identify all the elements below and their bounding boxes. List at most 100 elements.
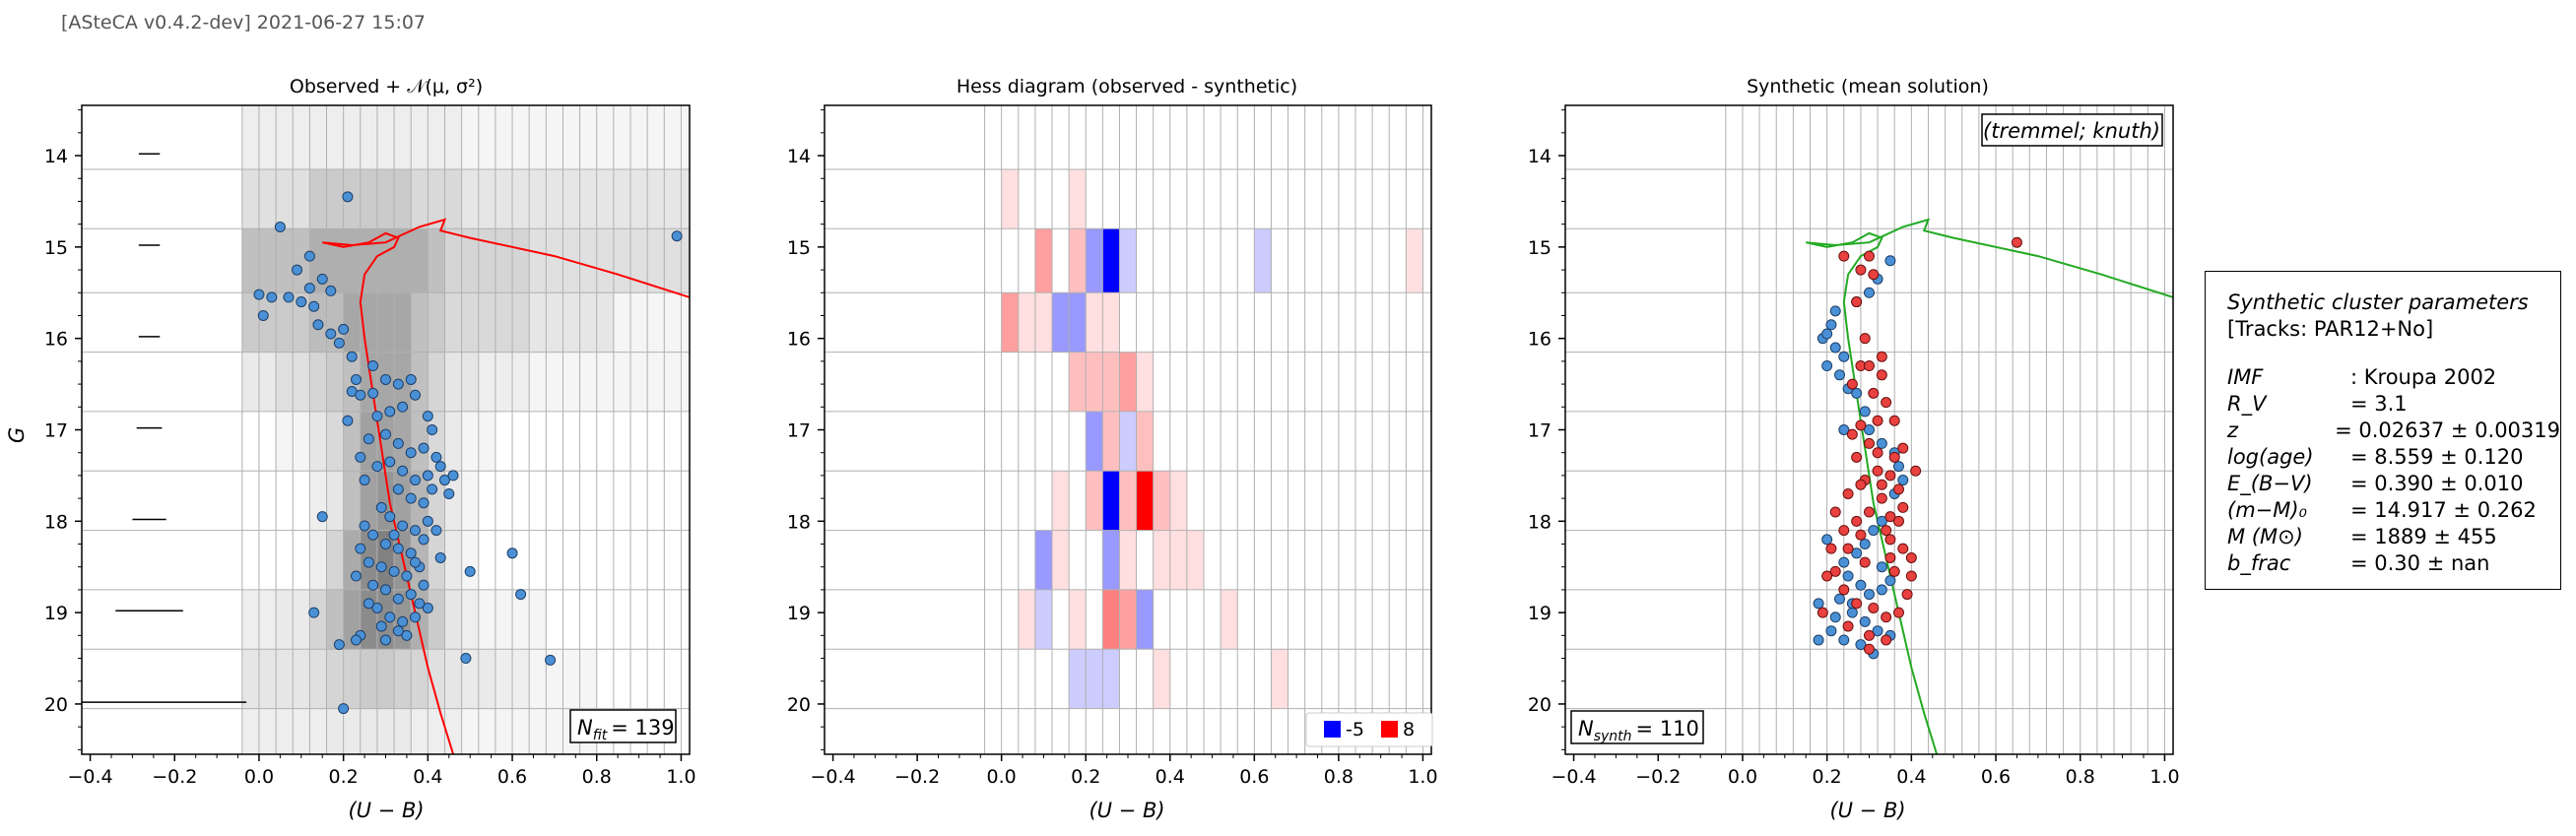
- density-cell: [309, 411, 327, 472]
- data-point: [1892, 607, 1904, 618]
- data-point: [1834, 593, 1846, 605]
- data-point: [1884, 551, 1896, 563]
- data-point: [422, 470, 433, 482]
- data-point: [363, 598, 374, 610]
- hess-cell: [1069, 589, 1087, 650]
- hess-cell: [1102, 589, 1120, 650]
- density-cell: [376, 649, 395, 709]
- data-point: [430, 451, 442, 463]
- data-point: [1821, 360, 1833, 372]
- data-point: [1829, 506, 1841, 518]
- x-tick-label: 0.0: [244, 766, 274, 788]
- data-point: [375, 561, 387, 573]
- density-cell: [444, 411, 462, 472]
- param-value: = 1889 ± 455: [2350, 525, 2497, 548]
- x-axis-label: (U − B): [1089, 799, 1164, 822]
- data-point: [1859, 406, 1871, 418]
- data-point: [1851, 296, 1863, 308]
- density-cell: [664, 168, 682, 229]
- density-cell: [461, 168, 479, 229]
- data-point: [1881, 634, 1892, 646]
- density-cell: [512, 352, 530, 412]
- data-point: [1872, 415, 1883, 426]
- data-point: [1851, 598, 1863, 610]
- data-point: [409, 611, 421, 623]
- density-cell: [664, 292, 682, 353]
- hess-cell: [1102, 530, 1120, 590]
- data-point: [1876, 561, 1887, 573]
- panel-observed: Observed + 𝒩(μ, σ²) −0.4 −0.2 0.0 0.2 0.4 0.6…: [5, 76, 696, 822]
- x-tick-label: −0.2: [894, 766, 940, 788]
- density-cell: [276, 292, 294, 353]
- data-point: [375, 620, 387, 632]
- data-point: [545, 654, 557, 666]
- hess-cell: [1136, 352, 1154, 412]
- data-point: [392, 437, 404, 449]
- data-point: [1868, 525, 1880, 537]
- density-cell: [360, 168, 377, 229]
- data-point: [325, 328, 337, 340]
- hess-cell: [1136, 411, 1154, 472]
- data-point: [418, 534, 429, 546]
- density-cell: [647, 228, 665, 293]
- density-cell: [258, 292, 277, 353]
- density-cell: [529, 708, 547, 754]
- data-point: [363, 433, 374, 445]
- param-value: = 0.30 ± nan: [2350, 551, 2490, 575]
- data-point: [1829, 305, 1841, 317]
- data-point: [1872, 447, 1883, 459]
- param-label: E_(B−V): [2227, 472, 2313, 495]
- density-cell: [461, 708, 479, 754]
- data-point: [1897, 442, 1909, 454]
- data-point: [316, 511, 328, 523]
- params-tracks: [Tracks: PAR12+No]: [2227, 317, 2434, 341]
- density-cell: [461, 530, 479, 590]
- density-cell: [478, 589, 495, 650]
- density-cell: [495, 228, 513, 293]
- plot-area: [82, 105, 690, 754]
- hess-cell: [1069, 292, 1087, 353]
- annotation-box: Nsynth = 110: [1570, 710, 1704, 744]
- density-cell: [579, 228, 597, 293]
- hess-cell: [1069, 649, 1087, 709]
- y-tick-label: 18: [1528, 511, 1552, 533]
- data-point: [1864, 360, 1875, 372]
- density-cell: [276, 105, 294, 169]
- density-cell: [326, 471, 344, 531]
- hess-cell: [1034, 589, 1052, 650]
- data-point: [405, 447, 417, 459]
- density-cell: [681, 292, 690, 353]
- density-cell: [596, 352, 614, 412]
- data-point: [409, 389, 421, 401]
- y-tick-label: 15: [44, 237, 68, 259]
- data-point: [506, 547, 518, 559]
- density-cell: [428, 708, 445, 754]
- y-tick-label: 20: [44, 694, 68, 716]
- data-point: [1855, 264, 1867, 276]
- param-row: IMF : Kroupa 2002: [2227, 364, 2560, 391]
- y-tick-label: 18: [787, 511, 811, 533]
- density-cell: [546, 228, 563, 293]
- density-cell: [461, 649, 479, 709]
- data-point: [392, 593, 404, 605]
- data-point: [447, 470, 459, 482]
- density-cell: [562, 292, 580, 353]
- hess-cell: [1102, 292, 1120, 353]
- data-point: [355, 389, 366, 401]
- data-point: [1881, 525, 1892, 537]
- svg-text:Nsynth= 110: Nsynth = 110: [1578, 717, 1699, 744]
- data-point: [292, 264, 303, 276]
- data-point: [1884, 470, 1896, 482]
- param-value: : Kroupa 2002: [2350, 365, 2497, 389]
- data-point: [460, 653, 472, 665]
- density-cell: [293, 292, 310, 353]
- param-label: IMF: [2227, 365, 2264, 389]
- data-point: [388, 565, 400, 577]
- panel-synthetic: Synthetic (mean solution) −0.4 −0.2 0.0 0.2…: [1528, 76, 2180, 822]
- density-cell: [630, 168, 648, 229]
- data-point: [338, 703, 350, 715]
- data-point: [342, 191, 354, 203]
- density-cell: [495, 105, 513, 169]
- density-cell: [241, 168, 259, 229]
- hess-cell: [1153, 530, 1170, 590]
